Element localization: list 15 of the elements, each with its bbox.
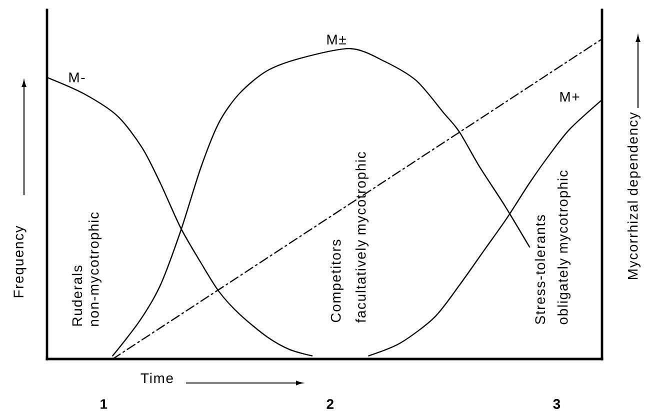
- annotation: facultatively mycotrophic: [356, 152, 368, 323]
- x-tick-label: 3: [553, 399, 560, 409]
- series-label: M+: [560, 92, 580, 102]
- x-tick-label: 2: [326, 399, 334, 409]
- x-axis-title: Time: [140, 372, 173, 384]
- x-tick-label: 1: [100, 399, 108, 409]
- y2-axis-title: Mycorrhizal dependency: [628, 112, 641, 279]
- y-axis-title: Frequency: [14, 226, 26, 298]
- annotation: non-mycotrophic: [88, 212, 102, 326]
- series-label: M±: [327, 34, 346, 44]
- series-label: M-: [69, 72, 85, 82]
- annotation: obligately mycotrophic: [558, 170, 571, 324]
- annotation: Competitors: [330, 240, 344, 322]
- annotation: Ruderals: [72, 266, 82, 326]
- annotation: Stress-tolerants: [534, 215, 546, 324]
